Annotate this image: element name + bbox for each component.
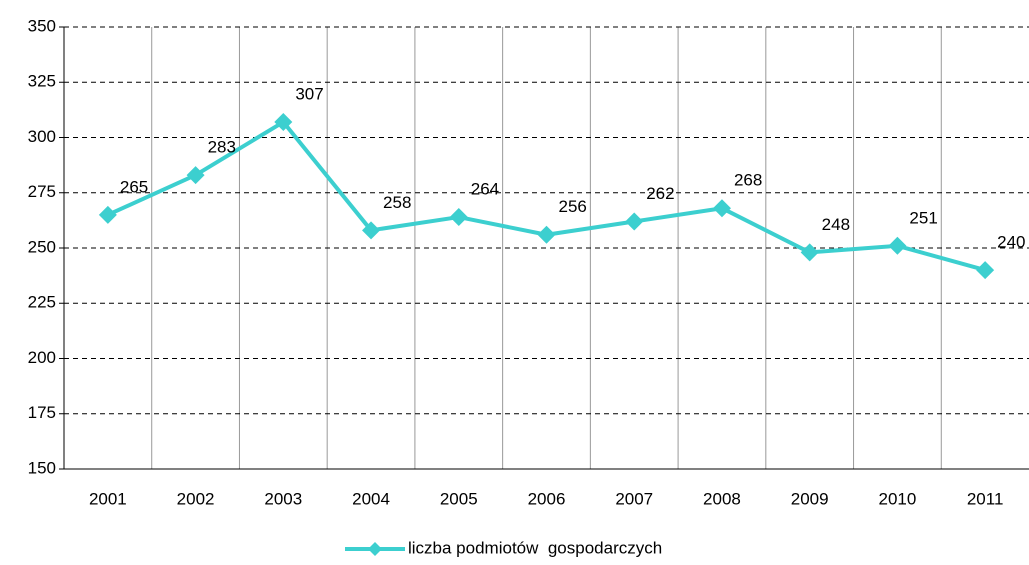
x-tick-label: 2008 [703, 489, 741, 508]
marker [712, 199, 731, 218]
marker [449, 208, 468, 227]
marker [888, 236, 907, 255]
y-tick-label: 150 [28, 458, 56, 477]
data-label: 264 [471, 180, 499, 199]
x-tick-label: 2006 [528, 489, 566, 508]
y-tick-label: 250 [28, 237, 56, 256]
data-label: 256 [559, 197, 587, 216]
x-tick-label: 2011 [967, 489, 1004, 508]
data-label: 268 [734, 171, 762, 190]
x-tick-label: 2010 [878, 489, 916, 508]
x-tick-label: 2007 [615, 489, 653, 508]
marker [362, 221, 381, 240]
marker [537, 225, 556, 244]
data-label: 258 [383, 193, 411, 212]
marker [98, 205, 117, 224]
x-tick-label: 2009 [791, 489, 829, 508]
marker [976, 261, 995, 280]
data-label: 265 [120, 177, 148, 196]
x-tick-label: 2005 [440, 489, 478, 508]
x-tick-label: 2002 [177, 489, 215, 508]
y-tick-label: 325 [28, 72, 56, 91]
marker [274, 113, 293, 132]
y-tick-label: 225 [28, 293, 56, 312]
marker [186, 166, 205, 185]
data-label: 307 [295, 85, 323, 104]
data-label: 262 [646, 184, 674, 203]
x-tick-label: 2003 [264, 489, 302, 508]
data-label: 240 [997, 233, 1025, 252]
legend-marker [368, 542, 382, 556]
legend-label: liczba podmiotów gospodarczych [408, 538, 662, 557]
x-tick-label: 2004 [352, 489, 390, 508]
y-tick-label: 300 [28, 127, 56, 146]
y-tick-label: 350 [28, 16, 56, 35]
y-tick-label: 200 [28, 348, 56, 367]
data-label: 248 [822, 215, 850, 234]
y-tick-label: 275 [28, 182, 56, 201]
marker [625, 212, 644, 231]
data-label: 283 [208, 138, 236, 157]
y-tick-label: 175 [28, 403, 56, 422]
x-tick-label: 2001 [89, 489, 127, 508]
marker [800, 243, 819, 262]
data-label: 251 [909, 208, 937, 227]
